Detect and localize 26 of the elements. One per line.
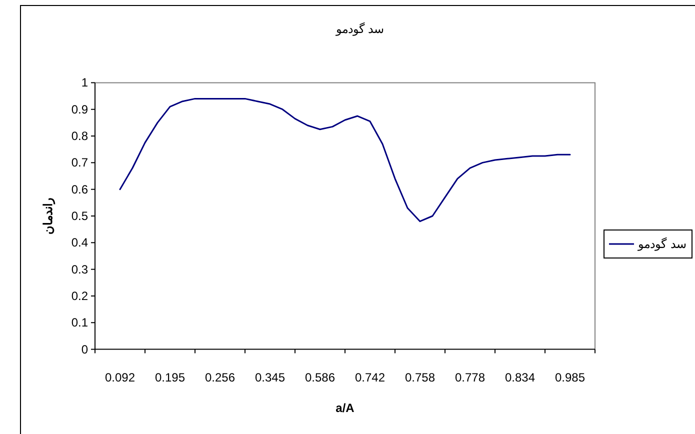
chart-title: سد گودمو	[334, 22, 384, 36]
y-tick-label: 0.6	[71, 182, 88, 196]
x-tick-label: 0.834	[504, 370, 536, 384]
y-tick-label: 0.2	[71, 288, 88, 303]
x-tick-label: 0.742	[354, 370, 386, 384]
x-tick-label: 0.758	[404, 370, 436, 384]
y-axis-title: راندمان	[41, 198, 56, 234]
x-tick-label: 0.092	[104, 370, 136, 384]
x-tick-label: 0.985	[554, 370, 586, 384]
y-tick-label: 0.3	[71, 262, 88, 276]
y-tick-label: 0.9	[71, 102, 88, 116]
x-tick-label: 0.778	[454, 370, 486, 384]
x-tick-label: 0.345	[254, 370, 286, 384]
x-tick-label: 0.586	[304, 370, 336, 384]
y-tick-label: 0.4	[71, 236, 88, 250]
x-axis-title: a/A	[336, 401, 355, 415]
y-tick-label: 0.8	[71, 129, 88, 144]
y-tick-label: 0.1	[71, 316, 88, 330]
y-tick-label: 0.7	[71, 156, 88, 170]
x-tick-label: 0.195	[154, 370, 186, 384]
y-tick-label: 0	[81, 342, 88, 356]
legend-label: سد گودمو	[637, 237, 686, 251]
legend: سد گودمو	[604, 230, 692, 258]
y-tick-label: 1	[81, 76, 88, 90]
y-tick-label: 0.5	[71, 209, 88, 223]
x-tick-label: 0.256	[204, 370, 236, 384]
